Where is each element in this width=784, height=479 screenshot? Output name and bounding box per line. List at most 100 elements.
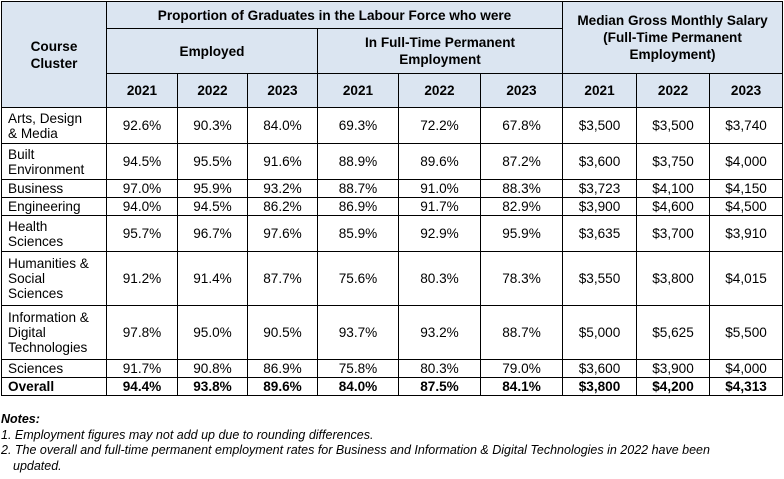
value-cell: $3,500: [636, 107, 711, 144]
overall-value-cell: 93.8%: [177, 377, 248, 396]
table-row: Arts, Design & Media 92.6% 90.3% 84.0% 69.3%…: [1, 107, 784, 144]
value-cell: 93.2%: [247, 179, 318, 198]
year-header-cell: 2022: [177, 73, 248, 108]
value-cell: 89.6%: [398, 143, 481, 180]
value-cell: $4,150: [709, 179, 784, 198]
value-cell: $3,723: [562, 179, 638, 198]
table-row: Health Sciences 95.7% 96.7% 97.6% 85.9% 92.9%…: [1, 215, 784, 252]
overall-value-cell: $4,313: [709, 377, 784, 396]
value-cell: 92.6%: [106, 107, 178, 144]
graduate-employment-table: Course Cluster Proportion of Graduates i…: [1, 1, 784, 396]
value-cell: 97.0%: [106, 179, 178, 198]
value-cell: $3,700: [636, 215, 711, 252]
value-cell: $3,635: [562, 215, 638, 252]
value-cell: 96.7%: [177, 215, 248, 252]
table-row: Engineering 94.0% 94.5% 86.2% 86.9% 91.7% 82.9…: [1, 197, 784, 216]
overall-value-cell: $4,200: [636, 377, 711, 396]
year-header-cell: 2021: [106, 73, 178, 108]
value-cell: 88.7%: [317, 179, 399, 198]
course-cluster-cell: Engineering: [1, 197, 107, 216]
year-header-cell: 2021: [317, 73, 399, 108]
course-cluster-cell: Built Environment: [1, 143, 107, 180]
notes-title: Notes:: [1, 412, 40, 426]
value-cell: 69.3%: [317, 107, 399, 144]
value-cell: 80.3%: [398, 359, 481, 378]
value-cell: 72.2%: [398, 107, 481, 144]
overall-value-cell: $3,800: [562, 377, 638, 396]
value-cell: 67.8%: [479, 107, 564, 144]
course-cluster-cell: Information & Digital Technologies: [1, 305, 107, 360]
value-cell: 95.0%: [177, 305, 248, 360]
note-1: 1. Employment figures may not add up due…: [1, 427, 374, 442]
course-cluster-header: Course Cluster: [1, 1, 107, 108]
value-cell: $4,000: [709, 359, 784, 378]
value-cell: 90.5%: [247, 305, 318, 360]
proportion-group-header: Proportion of Graduates in the Labour Fo…: [105, 1, 564, 29]
value-cell: $3,910: [709, 215, 784, 252]
value-cell: 95.9%: [177, 179, 248, 198]
table-row: Humanities & Social Sciences 91.2% 91.4% 87…: [1, 251, 784, 306]
value-cell: 87.2%: [479, 143, 564, 180]
value-cell: $3,600: [562, 359, 638, 378]
value-cell: 94.5%: [106, 143, 178, 180]
overall-value-cell: 89.6%: [247, 377, 318, 396]
value-cell: $4,100: [636, 179, 711, 198]
course-cluster-cell: Humanities & Social Sciences: [1, 251, 107, 306]
year-header-cell: 2022: [398, 73, 481, 108]
value-cell: 93.7%: [317, 305, 399, 360]
overall-value-cell: 94.4%: [106, 377, 178, 396]
year-header-cell: 2022: [636, 73, 711, 108]
value-cell: $3,550: [562, 251, 638, 306]
value-cell: $5,000: [562, 305, 638, 360]
value-cell: $4,015: [709, 251, 784, 306]
overall-value-cell: 84.1%: [479, 377, 564, 396]
value-cell: 91.7%: [398, 197, 481, 216]
value-cell: 86.2%: [247, 197, 318, 216]
value-cell: 90.3%: [177, 107, 248, 144]
notes-section: Notes: 1. Employment figures may not add…: [1, 412, 783, 474]
value-cell: $5,500: [709, 305, 784, 360]
value-cell: $3,740: [709, 107, 784, 144]
value-cell: 75.8%: [317, 359, 399, 378]
year-header-cell: 2023: [709, 73, 784, 108]
value-cell: $4,000: [709, 143, 784, 180]
value-cell: $3,750: [636, 143, 711, 180]
value-cell: 95.7%: [106, 215, 178, 252]
value-cell: 94.0%: [106, 197, 178, 216]
overall-value-cell: 84.0%: [317, 377, 399, 396]
value-cell: $3,600: [562, 143, 638, 180]
value-cell: 88.3%: [479, 179, 564, 198]
value-cell: 75.6%: [317, 251, 399, 306]
note-2-text: 2. The overall and full-time permanent e…: [1, 443, 710, 457]
ftpe-group-header: In Full-Time Permanent Employment: [316, 28, 564, 74]
overall-label-cell: Overall: [1, 377, 107, 396]
value-cell: 85.9%: [317, 215, 399, 252]
note-2: 2. The overall and full-time permanent e…: [1, 443, 783, 474]
value-cell: 84.0%: [247, 107, 318, 144]
value-cell: 91.6%: [247, 143, 318, 180]
value-cell: 97.6%: [247, 215, 318, 252]
value-cell: 80.3%: [398, 251, 481, 306]
course-cluster-cell: Arts, Design & Media: [1, 107, 107, 144]
table-row: Business 97.0% 95.9% 93.2% 88.7% 91.0% 88.3% $3…: [1, 179, 784, 198]
value-cell: $3,900: [636, 359, 711, 378]
year-header-row: 2021 2022 2023 2021 2022 2023 2021 2022 2023: [2, 73, 784, 108]
value-cell: 91.4%: [177, 251, 248, 306]
year-header-cell: 2021: [562, 73, 638, 108]
table-row: Built Environment 94.5% 95.5% 91.6% 88.9% 89.…: [1, 143, 784, 180]
value-cell: $3,500: [562, 107, 638, 144]
value-cell: 97.8%: [106, 305, 178, 360]
value-cell: 94.5%: [177, 197, 248, 216]
overall-value-cell: 87.5%: [398, 377, 481, 396]
value-cell: 78.3%: [479, 251, 564, 306]
year-header-cell: 2023: [247, 73, 318, 108]
value-cell: 86.9%: [317, 197, 399, 216]
value-cell: $5,625: [636, 305, 711, 360]
table-body: Arts, Design & Media 92.6% 90.3% 84.0% 69.3%…: [1, 107, 784, 396]
value-cell: 86.9%: [247, 359, 318, 378]
value-cell: 95.5%: [177, 143, 248, 180]
overall-row: Overall 94.4% 93.8% 89.6% 84.0% 87.5% 84.1% $3,…: [1, 377, 784, 396]
course-cluster-cell: Business: [1, 179, 107, 198]
course-cluster-cell: Sciences: [1, 359, 107, 378]
value-cell: $3,800: [636, 251, 711, 306]
